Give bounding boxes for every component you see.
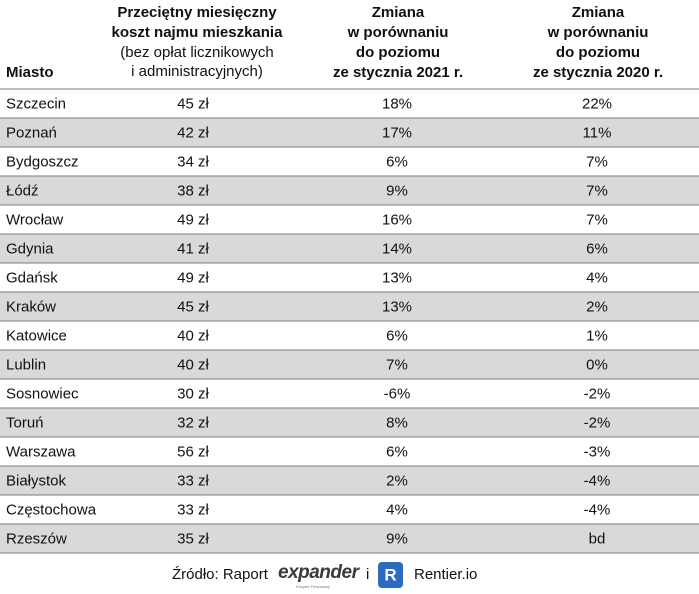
change-2021: 6% (386, 327, 408, 344)
change-2021: 9% (386, 182, 408, 199)
change-2020: 11% (583, 124, 612, 141)
row-background (0, 350, 699, 379)
change-2021: 6% (386, 153, 408, 170)
change-2021: 8% (386, 414, 408, 431)
rent-cost: 41 zł (177, 240, 209, 257)
rentier-brand: Rentier.io (414, 566, 477, 583)
footer: Źródło: Raport expander Ekspert Finansow… (172, 562, 477, 589)
change-2021: 2% (386, 472, 408, 489)
city: Toruń (6, 414, 44, 431)
city: Warszawa (6, 443, 76, 460)
city: Lublin (6, 356, 46, 373)
change-2021: 9% (386, 530, 408, 547)
row-background (0, 118, 699, 147)
header-change: w porównaniu (347, 24, 449, 41)
conjunction: i (366, 566, 369, 583)
change-2020: 7% (586, 153, 608, 170)
header-cost: Przeciętny miesięczny (117, 4, 277, 21)
rentier-icon-letter: R (384, 565, 396, 584)
city: Szczecin (6, 95, 66, 112)
row-background (0, 408, 699, 437)
change-2020: -2% (584, 385, 611, 402)
header-change: do poziomu (556, 44, 640, 61)
row-background (0, 524, 699, 553)
header-change: do poziomu (356, 44, 440, 61)
city: Katowice (6, 327, 67, 344)
city: Łódź (6, 182, 39, 199)
row-background (0, 292, 699, 321)
change-2021: 13% (382, 298, 412, 315)
city: Rzeszów (6, 530, 67, 547)
rentier-icon (378, 562, 403, 588)
change-2020: 1% (586, 327, 608, 344)
rent-cost: 49 zł (177, 269, 209, 286)
change-2021: -6% (384, 385, 411, 402)
header-change: ze stycznia 2020 r. (533, 64, 663, 81)
row-background (0, 466, 699, 495)
rent-cost: 56 zł (177, 443, 209, 460)
rent-cost: 34 zł (177, 153, 209, 170)
rent-cost: 33 zł (177, 472, 209, 489)
city: Poznań (6, 124, 57, 141)
rent-cost: 42 zł (177, 124, 209, 141)
change-2021: 18% (382, 95, 412, 112)
change-2021: 14% (382, 240, 412, 257)
change-2021: 16% (382, 211, 412, 228)
rent-cost: 49 zł (177, 211, 209, 228)
city: Białystok (6, 472, 67, 489)
header-cost-note: i administracyjnych) (131, 63, 263, 80)
header-city: Miasto (6, 64, 54, 81)
change-2020: 4% (586, 269, 608, 286)
change-2021: 13% (382, 269, 412, 286)
header-cost: koszt najmu mieszkania (112, 24, 284, 41)
change-2021: 4% (386, 501, 408, 518)
row-background (0, 234, 699, 263)
source-label: Źródło: Raport (172, 566, 269, 583)
change-2020: 7% (586, 182, 608, 199)
change-2020: -4% (584, 472, 611, 489)
city: Wrocław (6, 211, 63, 228)
change-2020: -3% (584, 443, 611, 460)
table-body: Szczecin 45 zł 18% 22% Poznań 42 zł 17% 11% Bydg… (0, 88, 699, 554)
table-header: Miasto Przeciętny miesięczny koszt najmu… (6, 4, 663, 81)
rent-cost: 40 zł (177, 327, 209, 344)
change-2021: 6% (386, 443, 408, 460)
change-2020: bd (589, 530, 606, 547)
rent-cost: 40 zł (177, 356, 209, 373)
logo-expander: expander (278, 562, 361, 583)
header-change: ze stycznia 2021 r. (333, 64, 463, 81)
rent-cost: 45 zł (177, 298, 209, 315)
logo-subtitle: Ekspert Finansowy (296, 584, 330, 589)
rent-cost: 35 zł (177, 530, 209, 547)
city: Gdańsk (6, 269, 58, 286)
city: Bydgoszcz (6, 153, 79, 170)
change-2020: 2% (586, 298, 608, 315)
change-2020: 7% (586, 211, 608, 228)
change-2021: 17% (382, 124, 412, 141)
rent-cost: 30 zł (177, 385, 209, 402)
rent-cost: 32 zł (177, 414, 209, 431)
header-cost-note: (bez opłat licznikowych (120, 44, 273, 61)
change-2020: -4% (584, 501, 611, 518)
city: Gdynia (6, 240, 54, 257)
rent-cost: 45 zł (177, 95, 209, 112)
change-2020: 0% (586, 356, 608, 373)
header-change: w porównaniu (547, 24, 649, 41)
change-2020: 6% (586, 240, 608, 257)
change-2020: 22% (582, 95, 612, 112)
change-2020: -2% (584, 414, 611, 431)
row-background (0, 176, 699, 205)
change-2021: 7% (386, 356, 408, 373)
header-change: Zmiana (572, 4, 625, 21)
header-change: Zmiana (372, 4, 425, 21)
city: Sosnowiec (6, 385, 79, 402)
city: Częstochowa (6, 501, 97, 518)
rent-cost: 33 zł (177, 501, 209, 518)
city: Kraków (6, 298, 56, 315)
rent-cost: 38 zł (177, 182, 209, 199)
